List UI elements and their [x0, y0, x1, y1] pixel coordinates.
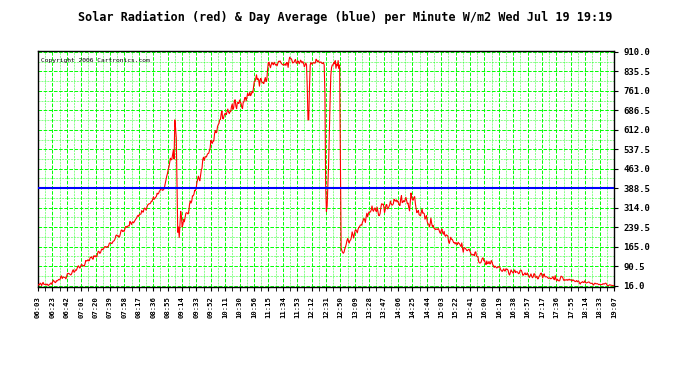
Text: Copyright 2006 Cartronics.com: Copyright 2006 Cartronics.com	[41, 58, 150, 63]
Text: Solar Radiation (red) & Day Average (blue) per Minute W/m2 Wed Jul 19 19:19: Solar Radiation (red) & Day Average (blu…	[78, 11, 612, 24]
